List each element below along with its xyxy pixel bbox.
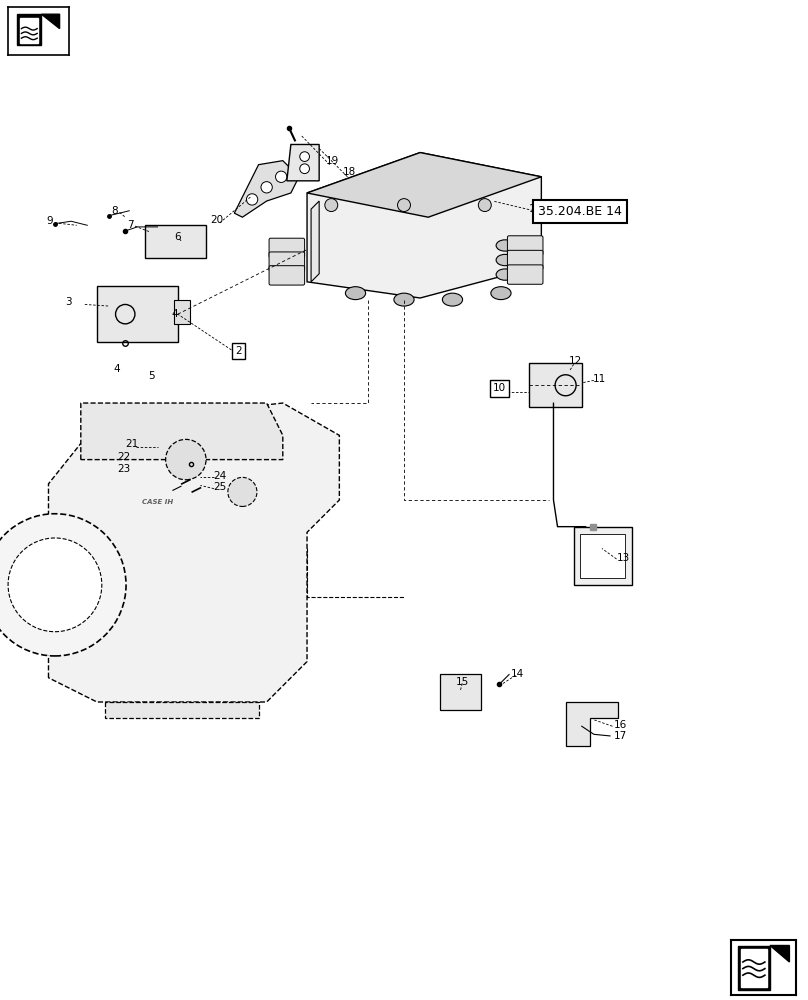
Text: 5: 5	[148, 371, 154, 381]
Text: 10: 10	[493, 383, 506, 393]
Polygon shape	[311, 201, 319, 282]
Text: 1: 1	[528, 204, 535, 214]
Circle shape	[398, 199, 410, 212]
Polygon shape	[529, 363, 582, 407]
FancyBboxPatch shape	[580, 534, 625, 578]
Polygon shape	[145, 225, 206, 258]
Ellipse shape	[443, 293, 462, 306]
Circle shape	[0, 514, 126, 656]
Ellipse shape	[490, 287, 511, 300]
FancyBboxPatch shape	[507, 236, 543, 255]
Text: 19: 19	[326, 156, 339, 166]
Text: 35.204.BE 14: 35.204.BE 14	[538, 205, 622, 218]
FancyBboxPatch shape	[269, 252, 305, 271]
FancyBboxPatch shape	[269, 266, 305, 285]
Polygon shape	[770, 946, 789, 962]
FancyBboxPatch shape	[574, 527, 632, 585]
Polygon shape	[174, 300, 190, 324]
Polygon shape	[20, 18, 38, 43]
Text: 9: 9	[47, 216, 53, 226]
Polygon shape	[741, 949, 767, 987]
Polygon shape	[105, 702, 259, 718]
Circle shape	[325, 199, 338, 212]
Circle shape	[148, 442, 162, 456]
Text: 8: 8	[112, 206, 118, 216]
FancyBboxPatch shape	[507, 265, 543, 284]
Text: 23: 23	[117, 464, 130, 474]
Text: 3: 3	[65, 297, 72, 307]
Circle shape	[300, 152, 309, 161]
Circle shape	[276, 171, 287, 182]
Polygon shape	[307, 153, 541, 298]
Text: 2: 2	[235, 346, 242, 356]
Text: 12: 12	[569, 356, 582, 366]
Text: 13: 13	[617, 553, 630, 563]
FancyBboxPatch shape	[269, 238, 305, 258]
FancyBboxPatch shape	[507, 250, 543, 270]
Polygon shape	[81, 403, 283, 460]
Text: 24: 24	[213, 471, 226, 481]
Text: 7: 7	[128, 220, 134, 230]
Text: 16: 16	[614, 720, 627, 730]
Circle shape	[246, 194, 258, 205]
Text: 22: 22	[117, 452, 130, 462]
Ellipse shape	[496, 269, 514, 280]
Text: 14: 14	[511, 669, 524, 679]
Text: 18: 18	[343, 167, 356, 177]
Polygon shape	[48, 403, 339, 702]
Text: 17: 17	[614, 731, 627, 741]
Polygon shape	[738, 946, 770, 990]
Text: 21: 21	[125, 439, 138, 449]
Circle shape	[478, 199, 491, 212]
Circle shape	[166, 439, 206, 480]
Polygon shape	[307, 153, 541, 217]
Text: 6: 6	[175, 232, 181, 242]
Polygon shape	[287, 144, 319, 181]
Text: 10: 10	[493, 383, 506, 393]
Polygon shape	[97, 286, 178, 342]
Circle shape	[228, 477, 257, 506]
Text: 4: 4	[113, 364, 120, 374]
Circle shape	[300, 164, 309, 174]
Text: 20: 20	[210, 215, 223, 225]
Text: 25: 25	[213, 482, 226, 492]
Text: 11: 11	[593, 374, 606, 384]
Polygon shape	[234, 161, 299, 217]
Polygon shape	[41, 14, 60, 29]
Text: 15: 15	[456, 677, 469, 687]
Polygon shape	[566, 702, 618, 746]
Ellipse shape	[345, 287, 365, 300]
Ellipse shape	[496, 254, 514, 266]
Circle shape	[8, 538, 102, 632]
Polygon shape	[440, 674, 481, 710]
Polygon shape	[17, 14, 41, 45]
Polygon shape	[141, 443, 214, 478]
Text: 2: 2	[235, 346, 242, 356]
Circle shape	[261, 182, 272, 193]
Ellipse shape	[394, 293, 415, 306]
Text: CASE IH: CASE IH	[142, 499, 173, 505]
Ellipse shape	[496, 240, 514, 251]
Text: 4: 4	[171, 309, 178, 319]
